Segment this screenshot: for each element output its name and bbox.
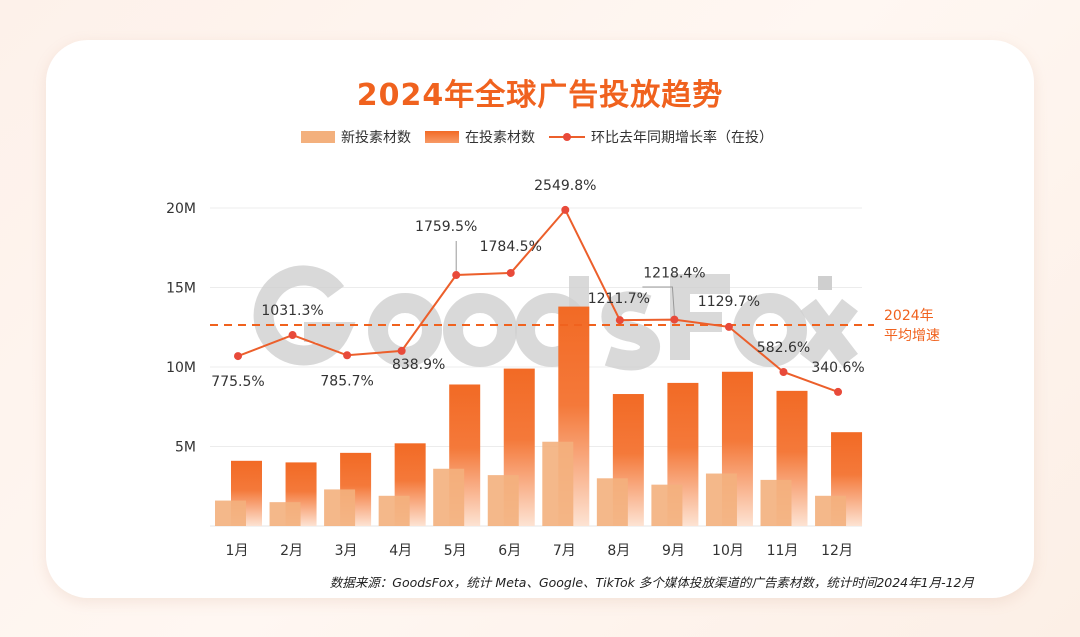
legend-new: 新投素材数 [301, 127, 411, 147]
legend-label-new: 新投素材数 [341, 130, 411, 146]
rate-point [724, 322, 733, 331]
bar-new [324, 489, 356, 526]
x-tick-label: 5月 [444, 543, 467, 559]
rate-data-label: 775.5% [211, 374, 264, 390]
x-tick-label: 8月 [607, 543, 630, 559]
footnote: 数据来源：GoodsFox，统计 Meta、Google、TikTok 多个媒体… [329, 575, 974, 590]
rate-data-label: 582.6% [757, 340, 810, 356]
rate-data-label: 1218.4% [643, 266, 705, 282]
x-tick-label: 2月 [280, 543, 303, 559]
x-tick-label: 9月 [662, 543, 685, 559]
rate-point [834, 387, 843, 396]
bar-new [760, 479, 792, 526]
rate-data-label: 1759.5% [415, 219, 477, 235]
bar-new [215, 500, 246, 526]
legend: 新投素材数 在投素材数 环比去年同期增长率（在投） [0, 127, 1080, 147]
rate-point [343, 351, 352, 360]
average-label-1: 2024年 [884, 308, 934, 324]
rate-data-label: 1784.5% [480, 239, 542, 255]
chart-card [46, 40, 1034, 598]
watermark-letter-o [733, 293, 807, 367]
leader-line [642, 286, 675, 316]
x-tick-label: 3月 [335, 543, 358, 559]
watermark-letter-o [443, 293, 517, 367]
y-tick-label: 10M [166, 360, 196, 376]
legend-rate: 环比去年同期增长率（在投） [549, 127, 773, 147]
watermark-logo [253, 265, 858, 371]
y-tick-label: 5M [175, 440, 196, 456]
y-tick-label: 15M [166, 281, 196, 297]
rate-point [506, 268, 515, 277]
watermark-letter-x [800, 298, 858, 367]
rate-data-label: 2549.8% [534, 178, 596, 194]
bar-new [651, 484, 683, 526]
legend-label-active: 在投素材数 [465, 130, 535, 146]
rate-data-label: 340.6% [811, 360, 864, 376]
rate-point [288, 331, 297, 340]
watermark-letter-s [601, 291, 660, 371]
rate-data-label: 838.9% [392, 357, 445, 373]
legend-label-rate: 环比去年同期增长率（在投） [591, 130, 773, 146]
rate-data-label: 1031.3% [261, 303, 323, 319]
bar-new [705, 473, 737, 526]
x-tick-label: 7月 [553, 543, 576, 559]
rate-point [779, 367, 788, 376]
legend-swatch-rate [549, 131, 585, 143]
x-tick-label: 10月 [712, 543, 744, 559]
chart-title: 2024年全球广告投放趋势 [356, 78, 724, 113]
watermark-letter-o [368, 293, 442, 367]
rate-data-label: 785.7% [320, 373, 373, 389]
rate-point [670, 315, 679, 324]
average-label-2: 平均增速 [884, 328, 940, 344]
x-tick-label: 12月 [821, 543, 853, 559]
watermark-dot [818, 276, 832, 290]
rate-point [561, 205, 570, 214]
rate-point [397, 346, 406, 355]
x-tick-label: 1月 [226, 543, 249, 559]
rate-data-label: 1211.7% [588, 291, 650, 307]
rate-point [615, 316, 624, 325]
legend-active: 在投素材数 [425, 127, 535, 147]
x-tick-label: 11月 [767, 543, 799, 559]
bar-new [596, 478, 628, 526]
rate-point [452, 271, 461, 280]
watermark-letter-g [253, 265, 356, 366]
rate-data-label: 1129.7% [698, 294, 760, 310]
legend-swatch-active [425, 131, 459, 143]
bar-new [487, 475, 519, 526]
y-tick-label: 20M [166, 201, 196, 217]
bar-new [269, 502, 301, 526]
rate-line [237, 208, 839, 393]
legend-swatch-new [301, 131, 335, 143]
bar-new [542, 441, 574, 526]
x-tick-label: 6月 [498, 543, 521, 559]
bar-new [433, 468, 465, 526]
bar-new [378, 495, 410, 526]
bar-new [815, 495, 847, 526]
x-tick-label: 4月 [389, 543, 412, 559]
rate-point [234, 352, 242, 361]
